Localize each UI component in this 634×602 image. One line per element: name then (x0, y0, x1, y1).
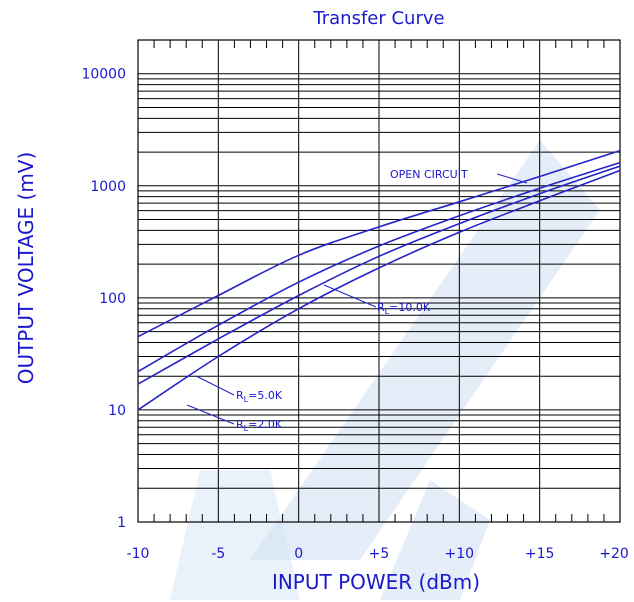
y-tick-label: 10000 (81, 67, 126, 83)
watermark-stroke (170, 470, 300, 600)
annotation-open-circuit: OPEN CIRCUIT (390, 168, 468, 181)
x-tick-label: +20 (599, 546, 629, 562)
tick-labels: -10 -5 0 +5 +10 +15 +20 1 10 100 1000 10000 (81, 67, 628, 562)
x-axis-title: INPUT POWER (dBm) (272, 570, 480, 594)
x-tick-label: +15 (525, 546, 555, 562)
annotation-rl-5k: RL=5.0K (236, 389, 283, 404)
x-tick-label: +10 (445, 546, 475, 562)
chart-title: Transfer Curve (312, 8, 444, 29)
tick-marks (153, 40, 605, 522)
x-tick-label: -10 (127, 546, 150, 562)
series-line-rl-5k (137, 165, 621, 385)
series-line-open-circuit (137, 149, 621, 338)
y-axis-title: OUTPUT VOLTAGE (mV) (14, 152, 38, 385)
y-tick-label: 1 (117, 515, 126, 531)
y-tick-label: 1000 (90, 179, 126, 195)
leader-rl-10k (323, 284, 377, 308)
curve-annotations: OPEN CIRCUIT RL=10.0K RL=5.0K RL=2.0K (186, 168, 528, 433)
annotation-rl-2k: RL=2.0K (236, 418, 283, 433)
watermark-stroke (380, 480, 490, 600)
annotation-rl-10k: RL=10.0K (377, 301, 431, 316)
leader-rl-5k (195, 375, 235, 396)
x-tick-label: -5 (211, 546, 225, 562)
watermark-logo (170, 140, 600, 600)
y-tick-label: 100 (99, 291, 126, 307)
grid (137, 39, 621, 523)
leader-open-circuit (496, 173, 528, 184)
series-line-rl-2k (137, 169, 621, 411)
x-tick-label: +5 (369, 546, 390, 562)
series-lines (137, 149, 621, 411)
leader-rl-2k (186, 404, 235, 425)
series-line-rl-10k (137, 161, 621, 373)
y-tick-label: 10 (108, 403, 126, 419)
x-tick-label: 0 (294, 546, 303, 562)
